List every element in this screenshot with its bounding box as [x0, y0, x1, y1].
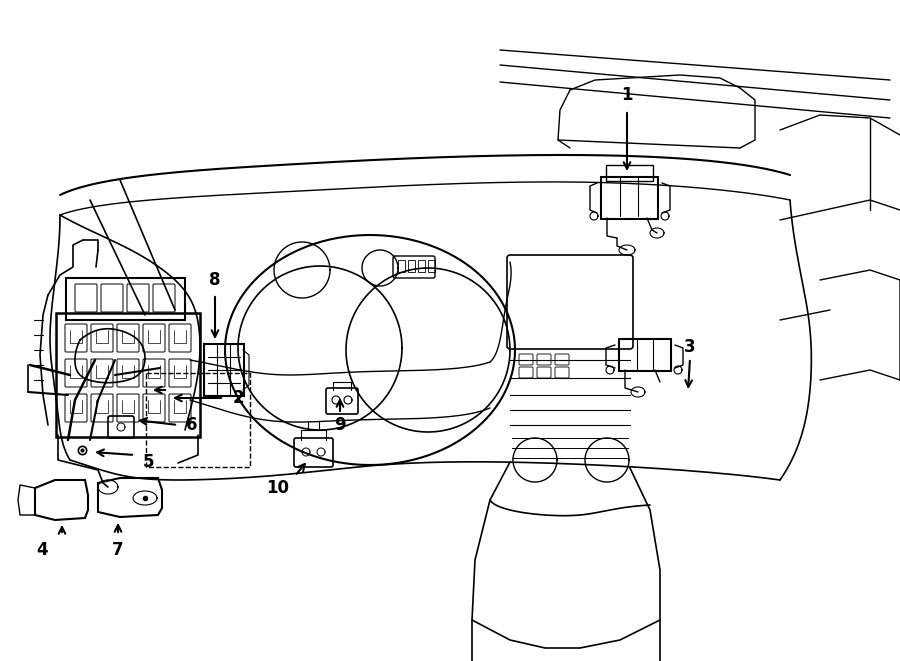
- Text: 4: 4: [36, 541, 48, 559]
- Text: 10: 10: [266, 479, 290, 497]
- Text: 8: 8: [209, 271, 220, 289]
- Text: 6: 6: [186, 416, 198, 434]
- Text: 7: 7: [112, 541, 124, 559]
- Text: 1: 1: [621, 86, 633, 104]
- Text: 9: 9: [334, 416, 346, 434]
- Text: 2: 2: [232, 389, 244, 407]
- Text: 3: 3: [684, 338, 696, 356]
- Text: 5: 5: [142, 453, 154, 471]
